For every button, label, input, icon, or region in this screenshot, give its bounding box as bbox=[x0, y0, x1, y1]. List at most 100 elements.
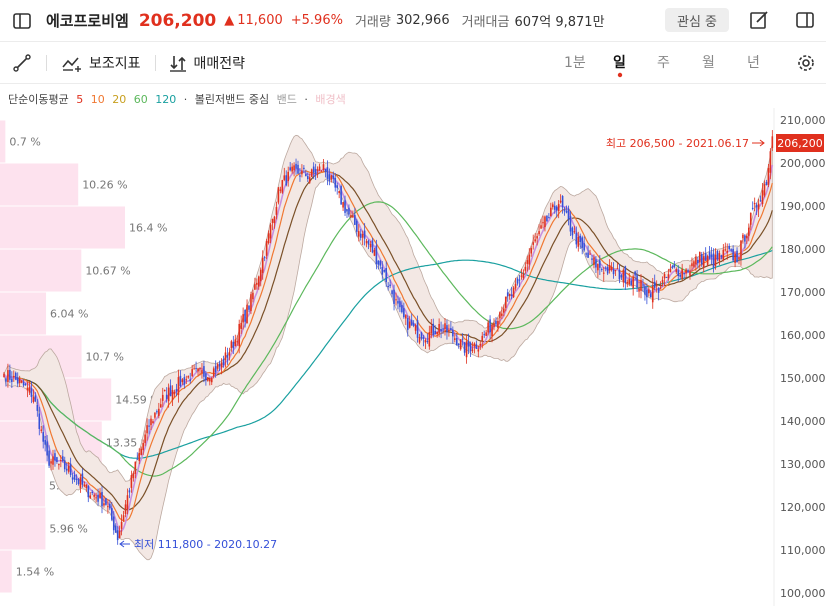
candle-body bbox=[583, 243, 585, 251]
legend-bb-center[interactable]: 볼린저밴드 중심 bbox=[194, 93, 270, 106]
period-tab-year[interactable]: 년 bbox=[747, 55, 760, 71]
stock-name[interactable]: 에코프로비엠 bbox=[46, 12, 129, 30]
candle-body bbox=[5, 378, 7, 382]
price-chart[interactable]: 0.7 % 10.26 % 16.4 % 10.67 % 6.04 % 10.7 % 14.… bbox=[0, 108, 826, 606]
candle-body bbox=[651, 285, 654, 303]
y-axis-tick-label: 200,000 bbox=[780, 157, 826, 170]
legend-ma60[interactable]: 60 bbox=[133, 93, 148, 106]
legend-ma5[interactable]: 5 bbox=[76, 93, 84, 106]
candle-body bbox=[397, 301, 399, 304]
candle-body bbox=[742, 234, 744, 239]
period-tab-1min[interactable]: 1분 bbox=[564, 55, 586, 71]
candle-body bbox=[336, 185, 338, 188]
candle-body bbox=[95, 497, 97, 499]
panel-toggle-icon[interactable] bbox=[795, 10, 815, 30]
candle-body bbox=[506, 292, 509, 297]
legend-bb-band[interactable]: 밴드 bbox=[276, 93, 297, 106]
candle-body bbox=[477, 349, 480, 352]
candle-body bbox=[205, 373, 207, 381]
candle-body bbox=[214, 366, 217, 373]
candle-body bbox=[708, 251, 711, 259]
period-tab-month[interactable]: 월 bbox=[702, 55, 715, 71]
candle-body bbox=[748, 227, 750, 236]
candle-body bbox=[734, 253, 736, 263]
y-axis-tick-label: 120,000 bbox=[780, 501, 826, 514]
candle-body bbox=[116, 530, 119, 541]
legend-ma20[interactable]: 20 bbox=[112, 93, 127, 106]
candle-body bbox=[120, 522, 123, 529]
candle-body bbox=[683, 272, 685, 275]
candle-body bbox=[608, 265, 611, 271]
candle-body bbox=[406, 318, 409, 330]
candle-body bbox=[346, 209, 348, 212]
candle-body bbox=[14, 372, 17, 380]
volume-profile-bar bbox=[0, 550, 12, 593]
candle-body bbox=[471, 349, 474, 352]
candle-body bbox=[691, 263, 693, 267]
candle-body bbox=[602, 272, 605, 274]
indicators-button[interactable]: 보조지표 bbox=[89, 55, 141, 72]
strategy-button[interactable]: 매매전략 bbox=[193, 55, 246, 72]
candle-body bbox=[340, 186, 342, 205]
edit-icon[interactable] bbox=[748, 9, 770, 31]
settings-gear-icon[interactable] bbox=[796, 53, 816, 73]
candle-body bbox=[109, 503, 111, 509]
candle-body bbox=[746, 235, 748, 239]
legend-ma120[interactable]: 120 bbox=[155, 93, 177, 106]
candle-body bbox=[299, 175, 301, 177]
candle-body bbox=[504, 296, 507, 308]
candle-body bbox=[265, 240, 268, 256]
candle-body bbox=[289, 167, 291, 171]
y-axis-tick-label: 100,000 bbox=[780, 587, 826, 600]
candle-body bbox=[573, 231, 576, 233]
candle-body bbox=[405, 315, 407, 319]
volume-profile-bar bbox=[0, 292, 47, 335]
legend-bb-fill[interactable]: 배경색 bbox=[315, 93, 346, 106]
candle-body bbox=[548, 217, 550, 219]
y-axis-tick-label: 210,000 bbox=[780, 114, 826, 127]
candle-body bbox=[295, 163, 297, 169]
candle-body bbox=[675, 269, 678, 273]
candle-body bbox=[111, 507, 113, 520]
y-axis-tick-label: 150,000 bbox=[780, 372, 826, 385]
candle-body bbox=[20, 380, 23, 383]
period-tab-week[interactable]: 주 bbox=[657, 55, 670, 71]
candle-body bbox=[673, 264, 676, 268]
volume-profile-label: 5.96 % bbox=[49, 523, 87, 536]
candle-body bbox=[13, 375, 15, 378]
candle-body bbox=[93, 494, 95, 497]
draw-line-icon[interactable] bbox=[12, 53, 32, 73]
watch-button[interactable]: 관심 중 bbox=[665, 8, 729, 32]
candle-body bbox=[369, 244, 372, 248]
candle-body bbox=[455, 338, 458, 346]
candle-body bbox=[34, 395, 37, 402]
candle-body bbox=[606, 267, 609, 274]
candle-body bbox=[175, 389, 178, 392]
sidebar-icon[interactable] bbox=[12, 11, 32, 31]
high-price-annotation: 최고 206,500 - 2021.06.17 bbox=[606, 137, 749, 150]
candle-body bbox=[234, 339, 237, 347]
period-tab-day[interactable]: 일 bbox=[613, 55, 626, 71]
candle-body bbox=[242, 314, 244, 323]
candle-body bbox=[140, 448, 142, 455]
candle-body bbox=[569, 216, 572, 232]
candle-body bbox=[348, 207, 350, 215]
candle-body bbox=[328, 174, 331, 181]
candle-body bbox=[604, 267, 607, 269]
candle-body bbox=[755, 204, 758, 208]
strategy-icon[interactable] bbox=[168, 53, 188, 73]
candle-body bbox=[459, 339, 462, 350]
ma10-line bbox=[3, 170, 773, 522]
indicator-icon[interactable] bbox=[61, 53, 83, 73]
candle-body bbox=[97, 494, 99, 502]
candle-body bbox=[359, 233, 362, 238]
candle-body bbox=[189, 379, 191, 382]
candle-body bbox=[60, 460, 62, 462]
candle-body bbox=[344, 200, 346, 213]
candle-body bbox=[150, 418, 152, 426]
candle-body bbox=[503, 308, 505, 313]
volume-profile-label: 6.04 % bbox=[50, 308, 88, 321]
candle-body bbox=[667, 274, 670, 279]
candle-body bbox=[324, 169, 327, 173]
legend-ma10[interactable]: 10 bbox=[90, 93, 105, 106]
